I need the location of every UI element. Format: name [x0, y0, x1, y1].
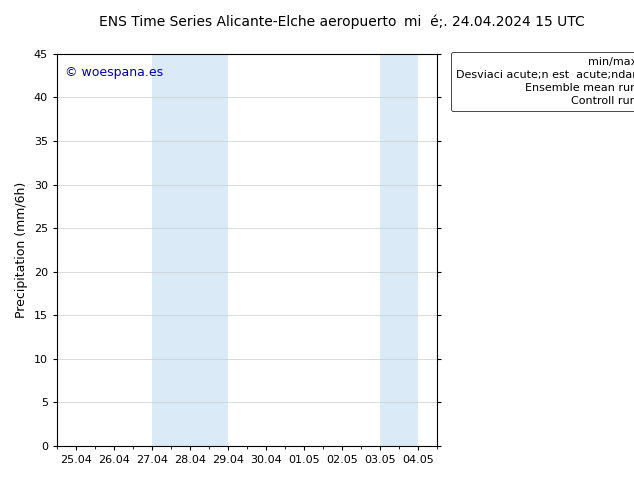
Bar: [380, 54, 418, 446]
Legend: min/max, Desviaci acute;n est  acute;ndar, Ensemble mean run, Controll run: min/max, Desviaci acute;n est acute;ndar…: [451, 51, 634, 111]
Text: mi  é;. 24.04.2024 15 UTC: mi é;. 24.04.2024 15 UTC: [404, 15, 585, 29]
Text: ENS Time Series Alicante-Elche aeropuerto: ENS Time Series Alicante-Elche aeropuert…: [98, 15, 396, 29]
Y-axis label: Precipitation (mm/6h): Precipitation (mm/6h): [15, 182, 29, 318]
Bar: [152, 54, 228, 446]
Text: © woespana.es: © woespana.es: [65, 66, 163, 79]
